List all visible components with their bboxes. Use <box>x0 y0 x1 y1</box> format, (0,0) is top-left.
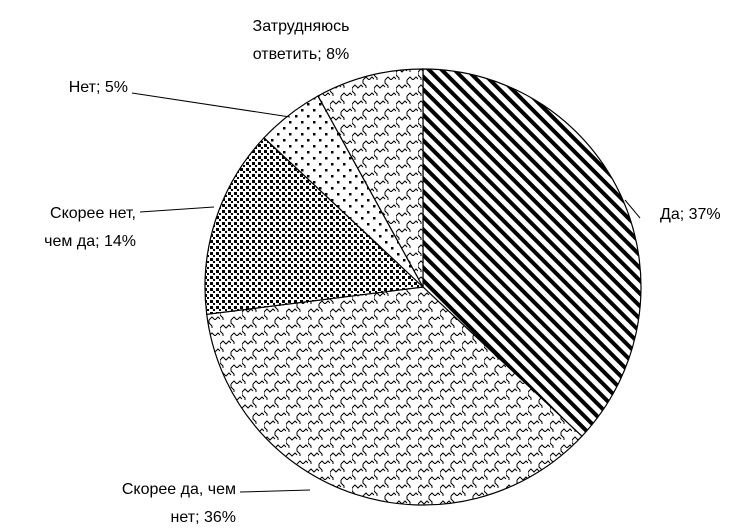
data-label: Скорее нет, <box>50 205 136 222</box>
data-label: Да; 37% <box>660 206 721 223</box>
leader-line <box>624 199 641 219</box>
data-label: нет; 36% <box>171 509 236 526</box>
pie-slice <box>206 286 583 506</box>
data-label: Нет; 5% <box>69 79 128 96</box>
pie-slice <box>422 68 642 438</box>
leader-line <box>131 92 291 118</box>
leader-line <box>139 206 215 213</box>
leader-line <box>239 489 311 493</box>
data-label: Затрудняюсь <box>253 18 350 35</box>
data-label: чем да; 14% <box>44 233 136 250</box>
data-label: Скорее да, чем <box>122 481 236 498</box>
pie-slice <box>204 136 425 315</box>
data-label: ответить; 8% <box>253 46 350 63</box>
pie-slice <box>317 68 424 288</box>
